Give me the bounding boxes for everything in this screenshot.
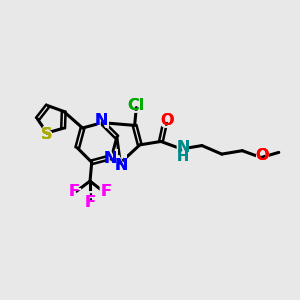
Text: O: O: [255, 148, 268, 163]
Text: F: F: [97, 182, 109, 200]
Text: F: F: [70, 182, 82, 200]
Text: F: F: [100, 184, 111, 199]
Text: O: O: [160, 113, 173, 128]
Text: H: H: [177, 149, 189, 164]
Text: N: N: [114, 158, 128, 173]
Text: O: O: [160, 113, 173, 128]
Text: N: N: [174, 140, 189, 158]
Text: S: S: [41, 127, 52, 142]
Text: Cl: Cl: [128, 98, 145, 113]
Text: N: N: [113, 154, 127, 172]
Text: Cl: Cl: [127, 99, 146, 117]
Text: N: N: [114, 158, 128, 173]
Text: N: N: [104, 148, 119, 166]
Text: F: F: [68, 184, 79, 199]
Text: F: F: [85, 195, 95, 210]
Text: H: H: [177, 149, 189, 164]
Text: N: N: [95, 113, 108, 128]
Text: N: N: [95, 113, 108, 128]
Text: N: N: [103, 151, 117, 166]
Text: F: F: [68, 184, 79, 199]
Text: O: O: [158, 114, 172, 132]
Text: O: O: [254, 148, 268, 166]
Text: S: S: [41, 127, 52, 142]
Text: N: N: [103, 151, 117, 166]
Text: F: F: [100, 184, 111, 199]
Text: S: S: [40, 124, 53, 142]
Text: F: F: [84, 190, 96, 208]
Text: O: O: [255, 148, 268, 163]
Text: N: N: [176, 140, 190, 155]
Text: F: F: [85, 195, 95, 210]
Text: N: N: [95, 114, 110, 132]
Text: N: N: [176, 140, 190, 155]
Text: Cl: Cl: [128, 98, 145, 113]
